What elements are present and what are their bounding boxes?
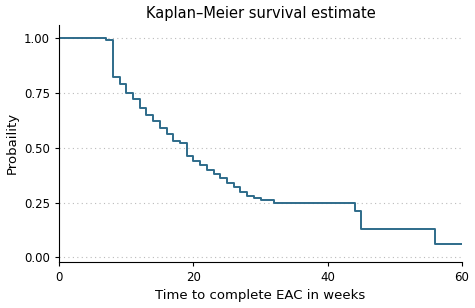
Y-axis label: Probaility: Probaility bbox=[6, 112, 19, 174]
Title: Kaplan–Meier survival estimate: Kaplan–Meier survival estimate bbox=[146, 6, 375, 21]
X-axis label: Time to complete EAC in weeks: Time to complete EAC in weeks bbox=[155, 290, 366, 302]
